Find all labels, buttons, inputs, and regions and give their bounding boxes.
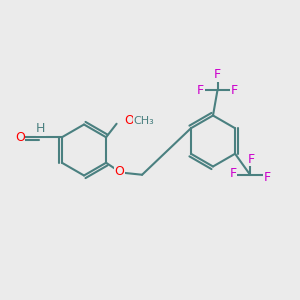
Text: CH₃: CH₃ xyxy=(133,116,154,126)
Text: F: F xyxy=(197,83,204,97)
Text: H: H xyxy=(36,122,46,135)
Text: F: F xyxy=(248,153,255,166)
Text: F: F xyxy=(231,83,238,97)
Text: O: O xyxy=(124,114,134,127)
Text: O: O xyxy=(115,165,124,178)
Text: F: F xyxy=(214,68,221,81)
Text: O: O xyxy=(15,131,25,144)
Text: F: F xyxy=(230,167,236,180)
Text: F: F xyxy=(264,171,271,184)
